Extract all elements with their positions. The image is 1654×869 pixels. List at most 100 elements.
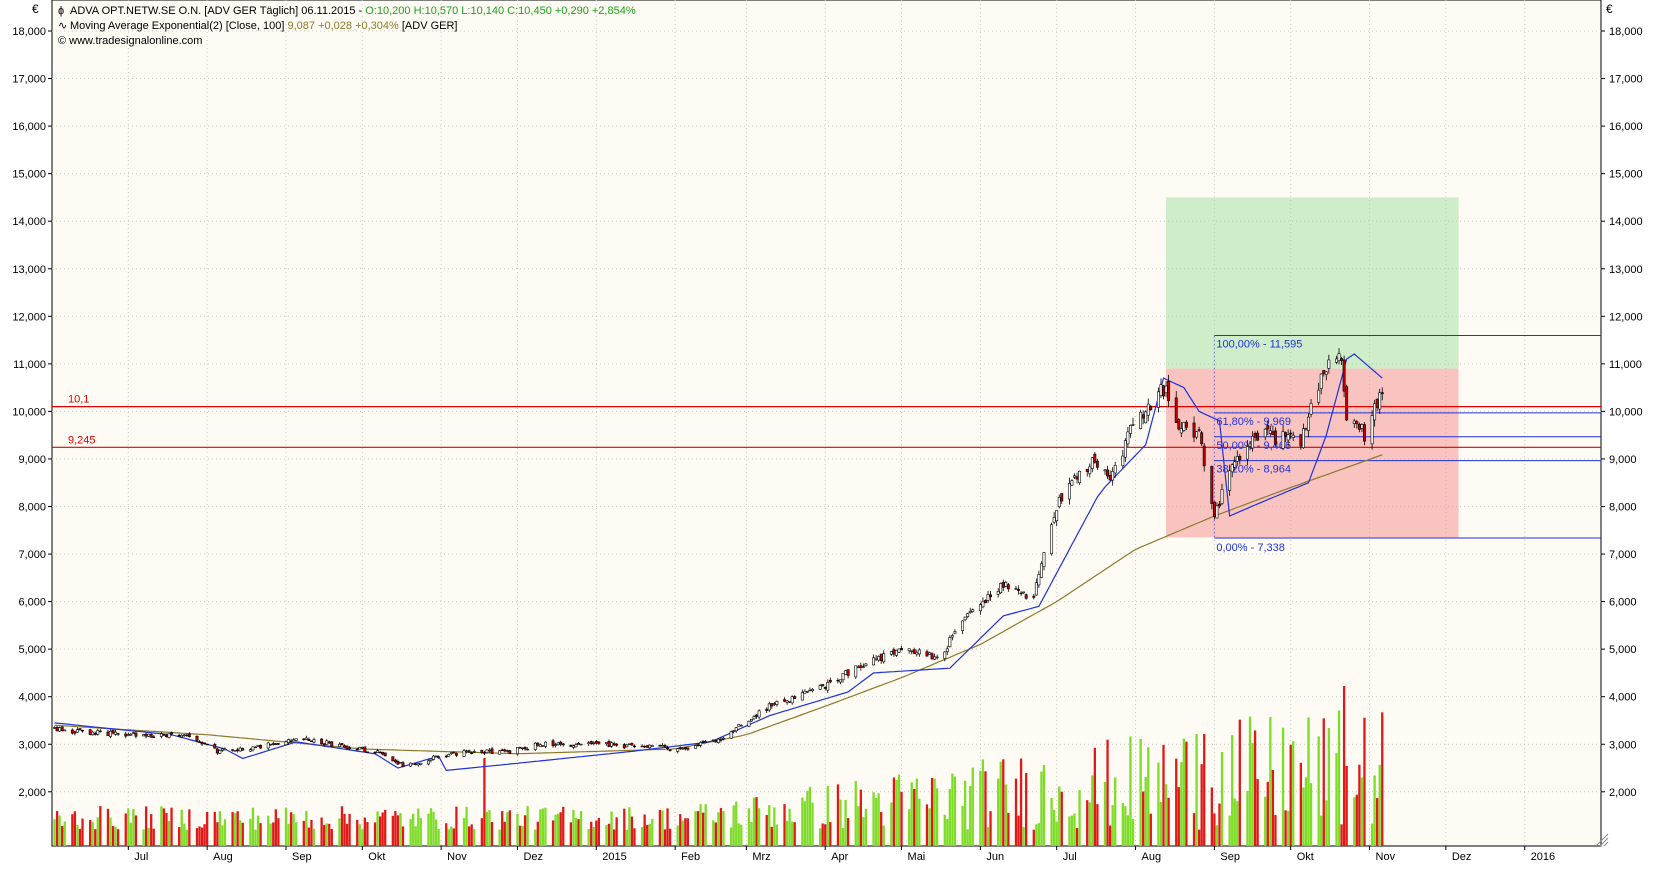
candle-body [785, 700, 789, 703]
candle-body [859, 665, 863, 668]
candle-body [663, 745, 667, 747]
candle-body [500, 749, 504, 752]
candle-body [650, 744, 654, 747]
volume-bar [391, 815, 394, 846]
candle-body [1144, 411, 1148, 424]
candle-body [1212, 501, 1216, 517]
volume-bar [162, 808, 166, 846]
volume-bar [310, 819, 313, 846]
candle-body [508, 750, 512, 754]
y-tick-label-left: 5,000 [18, 644, 46, 656]
y-tick-label-right: 6,000 [1609, 597, 1637, 609]
volume-bar [953, 776, 957, 846]
volume-bar [592, 827, 595, 846]
grid [52, 0, 1601, 846]
y-tick-label-right: 16,000 [1609, 121, 1643, 133]
volume-bar [1004, 784, 1007, 846]
candle-body [856, 666, 860, 669]
volume-bar [966, 829, 969, 846]
volume-bar [523, 815, 527, 846]
volume-bar [829, 821, 832, 846]
candle-body [699, 742, 703, 746]
candle-body [943, 651, 947, 659]
volume-bar [612, 829, 616, 846]
candle-body [1167, 381, 1171, 402]
volume-bar [1340, 824, 1343, 846]
candle-body [1159, 384, 1163, 397]
candle-body [996, 591, 1000, 595]
volume-bar [740, 824, 743, 846]
volume-bar [648, 823, 651, 846]
candle-body [645, 745, 649, 748]
candle-body [203, 742, 207, 745]
volume-bar [134, 815, 138, 846]
volume-bar [1213, 813, 1216, 846]
candle-body [821, 684, 825, 687]
candle-body [1037, 574, 1041, 586]
candle-body [538, 744, 542, 747]
candle-body [131, 732, 135, 734]
candle-body [1106, 469, 1110, 477]
x-tick-label: Nov [447, 851, 467, 863]
candle-body [803, 690, 807, 694]
resize-grip-icon[interactable] [1595, 833, 1609, 847]
candle-body [465, 750, 469, 752]
volume-bar [1103, 782, 1107, 846]
volume-bar [165, 812, 168, 846]
candle-body [925, 651, 929, 657]
candle-body [340, 743, 344, 745]
volume-bar [284, 807, 288, 846]
x-tick-label: Apr [831, 851, 848, 863]
volume-bar [180, 809, 183, 846]
candle-body [610, 742, 614, 747]
candle-body [633, 745, 636, 748]
volume-bar [951, 773, 954, 846]
volume-bar [376, 811, 379, 846]
volume-bar [1052, 809, 1056, 846]
volume-bar [765, 815, 768, 846]
candle-body [1322, 370, 1326, 374]
candle-body [81, 730, 84, 732]
horizontal-lines[interactable]: 10,1 9,245 [52, 394, 1601, 448]
volume-bar [144, 806, 148, 846]
volume-bar [233, 813, 237, 846]
candle-body [783, 699, 786, 702]
volume-bar [747, 808, 751, 846]
candle-body [1327, 359, 1331, 369]
volume-bar [1289, 744, 1292, 846]
indicator-title: Moving Average Exponential(2) [Close, 10… [70, 20, 287, 32]
volume-bar [396, 815, 400, 846]
candle-body [330, 741, 334, 747]
volume-bar [1078, 790, 1081, 846]
volume-bar [536, 821, 539, 846]
volume-bar [1248, 716, 1252, 846]
volume-bar [127, 808, 130, 846]
candle-body [271, 743, 275, 745]
volume-bar [1121, 803, 1124, 846]
candle-body [597, 741, 601, 744]
volume-bar [521, 825, 524, 846]
candle-body [1095, 460, 1099, 468]
volume-bar [1342, 686, 1346, 846]
volume-bar [1068, 816, 1071, 846]
candle-body [587, 742, 591, 745]
candle-body [1111, 470, 1115, 481]
volume-bar [488, 810, 491, 846]
candle-body [968, 611, 972, 614]
volume-bar [666, 808, 669, 846]
candle-body [543, 741, 547, 747]
volume-bar [450, 826, 453, 846]
volume-bar [785, 820, 789, 846]
candle-body [304, 737, 308, 740]
volume-bar [1035, 824, 1038, 846]
volume-bar [1376, 798, 1379, 846]
candle-body [376, 750, 380, 753]
volume-bar [1236, 801, 1239, 846]
volume-bar [73, 811, 77, 846]
candle-body [149, 733, 153, 738]
candle-body [111, 729, 115, 734]
volume-bar [701, 812, 705, 846]
volume-bar [432, 811, 435, 846]
